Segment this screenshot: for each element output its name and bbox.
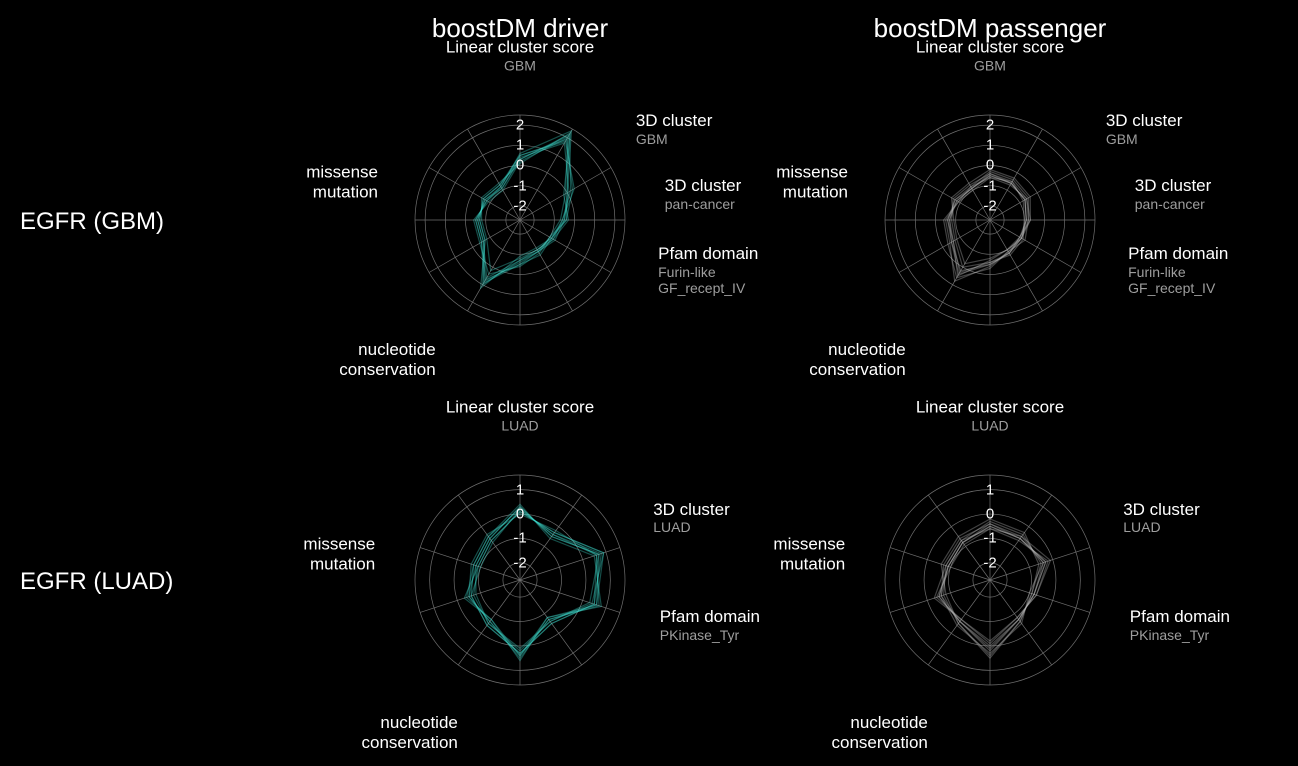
axis-label: missensemutation bbox=[306, 162, 378, 201]
row-label: EGFR (LUAD) bbox=[20, 568, 173, 596]
row-label: EGFR (GBM) bbox=[20, 208, 164, 236]
axis-label: Pfam domainFurin-likeGF_recept_IV bbox=[1128, 244, 1228, 296]
radial-tick-label: 1 bbox=[516, 481, 524, 498]
radar-chart: -2-1012Linear cluster scoreGBM3D cluster… bbox=[830, 60, 1150, 380]
radar-series bbox=[471, 509, 601, 653]
axis-label: Linear cluster scoreLUAD bbox=[916, 397, 1064, 433]
axis-label-main: Linear cluster score bbox=[916, 37, 1064, 56]
radar-chart: -2-101Linear cluster scoreLUAD3D cluster… bbox=[360, 420, 680, 740]
axis-label: 3D clusterpan-cancer bbox=[665, 177, 742, 213]
axis-label-main: 3D cluster bbox=[1135, 177, 1212, 196]
radial-tick-label: -1 bbox=[983, 177, 996, 194]
radial-tick-label: 0 bbox=[516, 157, 524, 174]
axis-label-sub: pan-cancer bbox=[665, 196, 742, 212]
axis-label: 3D clusterGBM bbox=[636, 112, 713, 148]
radial-tick-label: -1 bbox=[513, 530, 526, 547]
axis-label: nucleotideconservation bbox=[809, 340, 905, 379]
axis-label-main: 3D cluster bbox=[636, 112, 713, 131]
axis-label-sub: PKinase_Tyr bbox=[1130, 627, 1230, 643]
axis-label: 3D clusterLUAD bbox=[653, 500, 730, 536]
axis-label-main: Linear cluster score bbox=[916, 397, 1064, 416]
axis-label: Pfam domainFurin-likeGF_recept_IV bbox=[658, 244, 758, 296]
radial-tick-label: 1 bbox=[986, 481, 994, 498]
axis-label: 3D clusterpan-cancer bbox=[1135, 177, 1212, 213]
axis-label-main: 3D cluster bbox=[665, 177, 742, 196]
radial-tick-label: -1 bbox=[983, 530, 996, 547]
axis-label-sub: Furin-likeGF_recept_IV bbox=[1128, 264, 1228, 296]
axis-label-sub: GBM bbox=[446, 57, 594, 73]
axis-label-main: missensemutation bbox=[776, 162, 848, 201]
axis-label: missensemutation bbox=[776, 162, 848, 201]
radial-tick-label: 0 bbox=[986, 157, 994, 174]
radial-tick-label: -1 bbox=[513, 177, 526, 194]
axis-label-sub: LUAD bbox=[446, 417, 594, 433]
axis-label: missensemutation bbox=[773, 535, 845, 574]
radar-svg bbox=[830, 60, 1150, 380]
radial-tick-label: -2 bbox=[983, 554, 996, 571]
radar-series bbox=[469, 507, 599, 656]
axis-label: Linear cluster scoreGBM bbox=[916, 37, 1064, 73]
axis-label-main: nucleotideconservation bbox=[831, 713, 927, 752]
axis-label-main: nucleotideconservation bbox=[361, 713, 457, 752]
radar-chart: -2-101Linear cluster scoreLUAD3D cluster… bbox=[830, 420, 1150, 740]
axis-label-main: 3D cluster bbox=[1106, 112, 1183, 131]
radial-tick-label: 2 bbox=[516, 117, 524, 134]
axis-label: Linear cluster scoreLUAD bbox=[446, 397, 594, 433]
radial-tick-label: -2 bbox=[983, 197, 996, 214]
axis-label-sub: LUAD bbox=[1123, 520, 1200, 536]
radar-series bbox=[464, 512, 603, 656]
axis-label-main: missensemutation bbox=[306, 162, 378, 201]
axis-label: nucleotideconservation bbox=[361, 713, 457, 752]
axis-label: Pfam domainPKinase_Tyr bbox=[1130, 608, 1230, 644]
axis-label-sub: LUAD bbox=[916, 417, 1064, 433]
axis-label-main: Linear cluster score bbox=[446, 37, 594, 56]
axis-label: missensemutation bbox=[303, 535, 375, 574]
axis-label: 3D clusterGBM bbox=[1106, 112, 1183, 148]
radial-tick-label: 2 bbox=[986, 117, 994, 134]
axis-label-main: nucleotideconservation bbox=[339, 340, 435, 379]
axis-label: Pfam domainPKinase_Tyr bbox=[660, 608, 760, 644]
radar-svg bbox=[360, 60, 680, 380]
axis-label-sub: PKinase_Tyr bbox=[660, 627, 760, 643]
axis-label-sub: LUAD bbox=[653, 520, 730, 536]
axis-label-main: Pfam domain bbox=[1128, 244, 1228, 263]
axis-label: 3D clusterLUAD bbox=[1123, 500, 1200, 536]
axis-label-main: Linear cluster score bbox=[446, 397, 594, 416]
axis-label: nucleotideconservation bbox=[831, 713, 927, 752]
axis-label-main: nucleotideconservation bbox=[809, 340, 905, 379]
axis-label-main: 3D cluster bbox=[1123, 500, 1200, 519]
axis-label-sub: pan-cancer bbox=[1135, 196, 1212, 212]
radar-series bbox=[471, 509, 596, 653]
radial-tick-label: 1 bbox=[516, 137, 524, 154]
axis-label-sub: GBM bbox=[1106, 131, 1183, 147]
radial-tick-label: -2 bbox=[513, 197, 526, 214]
radar-svg bbox=[360, 420, 680, 740]
radial-tick-label: -2 bbox=[513, 554, 526, 571]
axis-label-main: missensemutation bbox=[773, 535, 845, 574]
axis-label-main: Pfam domain bbox=[658, 244, 758, 263]
axis-label-main: missensemutation bbox=[303, 535, 375, 574]
axis-label-sub: GBM bbox=[636, 131, 713, 147]
axis-label-main: Pfam domain bbox=[660, 608, 760, 627]
radial-tick-label: 0 bbox=[516, 506, 524, 523]
radar-svg bbox=[830, 420, 1150, 740]
radial-tick-label: 1 bbox=[986, 137, 994, 154]
radar-chart: -2-1012Linear cluster scoreGBM3D cluster… bbox=[360, 60, 680, 380]
radial-tick-label: 0 bbox=[986, 506, 994, 523]
axis-label-main: Pfam domain bbox=[1130, 608, 1230, 627]
axis-label: Linear cluster scoreGBM bbox=[446, 37, 594, 73]
axis-label-sub: GBM bbox=[916, 57, 1064, 73]
axis-label-sub: Furin-likeGF_recept_IV bbox=[658, 264, 758, 296]
axis-label: nucleotideconservation bbox=[339, 340, 435, 379]
axis-label-main: 3D cluster bbox=[653, 500, 730, 519]
